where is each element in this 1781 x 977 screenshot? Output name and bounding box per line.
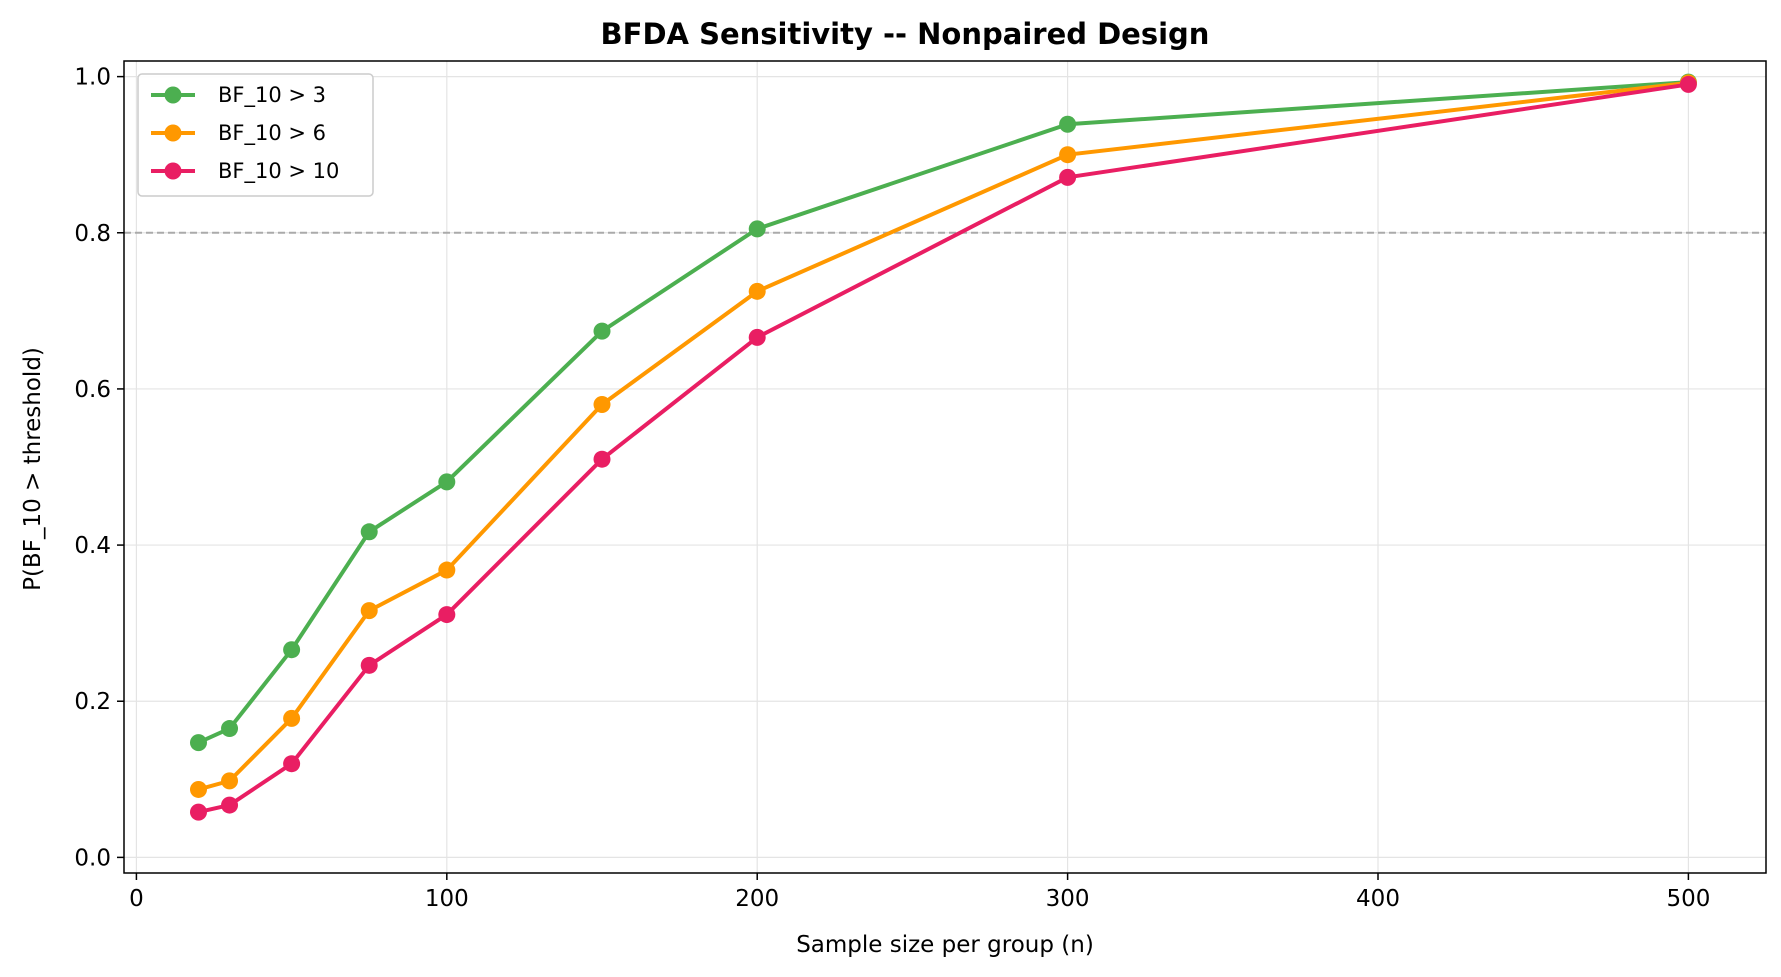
x-axis-label: Sample size per group (n) <box>796 932 1094 958</box>
series-2-point-5 <box>593 450 611 468</box>
series-0-point-6 <box>748 220 766 238</box>
y-tick-label-1: 0.2 <box>74 689 111 715</box>
y-tick-label-4: 0.8 <box>74 221 111 247</box>
series-2-point-4 <box>438 606 456 624</box>
series-0-point-0 <box>189 734 207 752</box>
y-tick-label-5: 1.0 <box>74 65 111 91</box>
series-1-point-6 <box>748 282 766 300</box>
series-2-point-7 <box>1059 168 1077 186</box>
x-tick-label-3: 300 <box>1046 886 1090 912</box>
legend: BF_10 > 3 BF_10 > 6 BF_10 > 10 <box>137 73 374 197</box>
y-tick-label-0: 0.0 <box>74 845 111 871</box>
series-line-0 <box>196 80 1691 745</box>
legend-label-1: BF_10 > 6 <box>218 121 326 146</box>
series-2-point-3 <box>360 656 378 674</box>
x-tick-label-4: 400 <box>1356 886 1400 912</box>
series-1-point-0 <box>189 780 207 798</box>
series-1-point-5 <box>593 396 611 414</box>
y-tick-label-2: 0.4 <box>74 533 111 559</box>
legend-marker-2 <box>164 162 182 180</box>
series-2-point-6 <box>748 328 766 346</box>
series-group <box>189 73 1697 821</box>
series-2-point-0 <box>189 803 207 821</box>
series-1-point-4 <box>438 561 456 579</box>
y-axis-label: P(BF_10 > threshold) <box>20 347 46 591</box>
series-2 <box>189 75 1697 821</box>
legend-label-0: BF_10 > 3 <box>218 83 326 108</box>
series-0-point-4 <box>438 473 456 491</box>
series-2-point-8 <box>1679 75 1697 93</box>
series-2-point-2 <box>283 755 301 773</box>
y-tick-label-3: 0.6 <box>74 377 111 403</box>
legend-marker-0 <box>164 86 182 104</box>
plot-frame <box>123 60 1767 874</box>
x-tick-label-5: 500 <box>1666 886 1710 912</box>
legend-marker-1 <box>164 124 182 142</box>
x-tick-label-1: 100 <box>425 886 469 912</box>
series-0-point-7 <box>1059 115 1077 133</box>
series-0-point-1 <box>221 720 239 738</box>
series-1-point-3 <box>360 602 378 620</box>
chart-title: BFDA Sensitivity -- Nonpaired Design <box>601 17 1210 51</box>
series-0-point-5 <box>593 322 611 340</box>
series-2-point-1 <box>221 796 239 814</box>
series-line-1 <box>196 80 1691 792</box>
legend-label-2: BF_10 > 10 <box>218 159 339 184</box>
x-tick-label-0: 0 <box>129 886 144 912</box>
ticks: 0 100 200 300 400 500 0.0 0.2 0.4 0.6 0.8 1.0 <box>74 65 1710 912</box>
series-1 <box>189 74 1697 798</box>
series-0 <box>189 73 1697 752</box>
series-1-point-1 <box>221 772 239 790</box>
series-0-point-2 <box>283 641 301 659</box>
x-tick-label-2: 200 <box>735 886 779 912</box>
grid <box>124 61 1766 873</box>
series-0-point-3 <box>360 523 378 541</box>
series-1-point-7 <box>1059 146 1077 164</box>
series-line-2 <box>196 82 1691 815</box>
legend-box <box>137 73 374 197</box>
series-1-point-2 <box>283 709 301 727</box>
